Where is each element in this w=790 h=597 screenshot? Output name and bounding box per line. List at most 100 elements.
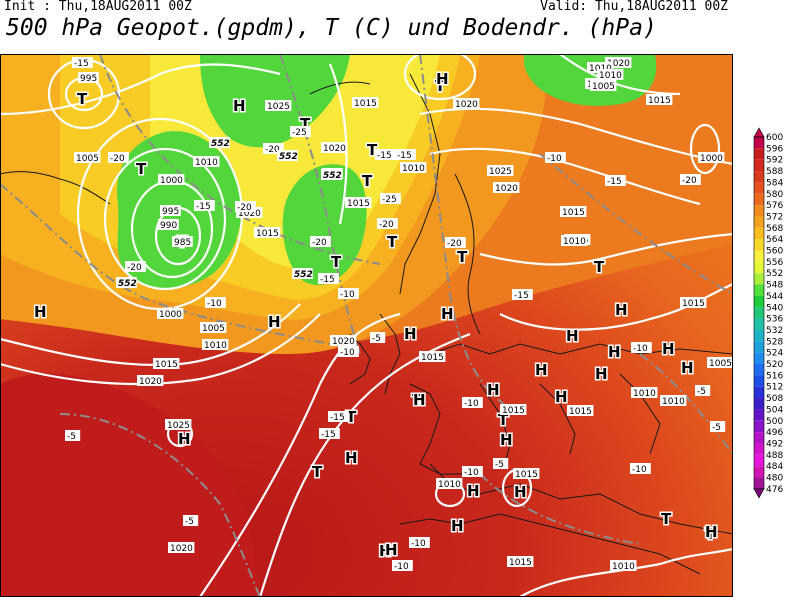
colorbar-label: 600 — [766, 133, 783, 143]
temperature-label: -5 — [710, 421, 726, 433]
svg-text:-20: -20 — [127, 263, 142, 273]
svg-text:-15: -15 — [321, 430, 336, 440]
svg-text:-5: -5 — [712, 423, 721, 433]
high-pressure-marker: H — [404, 325, 417, 343]
colorbar-swatch — [754, 375, 764, 387]
colorbar-label: 564 — [766, 235, 783, 245]
colorbar-label: 540 — [766, 303, 783, 313]
colorbar-label: 576 — [766, 201, 783, 211]
colorbar-label: 572 — [766, 212, 783, 222]
colorbar-swatch — [754, 341, 764, 353]
svg-text:-10: -10 — [207, 299, 222, 309]
isobar-label: 1020 — [330, 335, 357, 347]
svg-text:1000: 1000 — [160, 176, 183, 186]
colorbar-label: 552 — [766, 269, 783, 279]
colorbar-swatch — [754, 250, 764, 262]
temperature-label: -20 — [263, 143, 284, 155]
svg-text:-5: -5 — [67, 432, 76, 442]
isobar-label: 1010 — [561, 235, 588, 247]
svg-text:1015: 1015 — [421, 353, 444, 363]
colorbar-swatch — [754, 171, 764, 183]
temperature-label: -10 — [205, 297, 226, 309]
colorbar-swatch — [754, 432, 764, 444]
high-pressure-marker: H — [705, 523, 718, 541]
isobar-label: 1000 — [157, 308, 184, 320]
temperature-label: -5 — [65, 430, 81, 442]
isobar-label: 1010 — [631, 387, 658, 399]
temperature-label: -15 — [194, 200, 215, 212]
svg-text:-15: -15 — [330, 413, 345, 423]
svg-text:-5: -5 — [697, 387, 706, 397]
temperature-label: -10 — [630, 463, 651, 475]
isobar-label: 1015 — [419, 351, 446, 363]
colorbar-swatch — [754, 329, 764, 342]
svg-text:1015: 1015 — [562, 208, 585, 218]
colorbar-swatch — [754, 364, 764, 376]
colorbar-swatch — [754, 443, 764, 455]
high-pressure-marker: H — [379, 542, 392, 560]
svg-text:-10: -10 — [464, 468, 479, 478]
svg-text:-15: -15 — [514, 291, 529, 301]
svg-text:1000: 1000 — [159, 310, 182, 320]
low-pressure-marker: T — [77, 90, 88, 108]
chart-title: 500 hPa Geopot.(gpdm), T (C) und Bodendr… — [6, 15, 657, 41]
isobar-label: 1025 — [265, 100, 292, 112]
colorbar-label: 496 — [766, 428, 783, 438]
colorbar-label: 556 — [766, 258, 783, 268]
isobar-label: 1020 — [453, 98, 480, 110]
colorbar-swatch — [754, 273, 764, 285]
high-pressure-marker: H — [662, 340, 675, 358]
isobar-label: 1010 — [660, 395, 687, 407]
svg-text:1015: 1015 — [347, 199, 370, 209]
svg-text:-20: -20 — [265, 145, 280, 155]
temperature-label: -5 — [183, 515, 199, 527]
isobar-label: 990 — [158, 219, 179, 231]
svg-text:1020: 1020 — [323, 144, 346, 154]
high-pressure-marker: H — [500, 431, 513, 449]
temperature-label: -20 — [680, 174, 701, 186]
temperature-label: -15 — [328, 411, 349, 423]
colorbar-label: 584 — [766, 178, 783, 188]
geopotential-label: 552 — [116, 277, 137, 289]
isobar-label: 1020 — [236, 207, 263, 219]
high-pressure-marker: H — [345, 449, 358, 467]
temperature-label: -10 — [462, 397, 483, 409]
low-pressure-marker: T — [661, 510, 672, 528]
svg-text:1005: 1005 — [709, 359, 732, 369]
svg-text:-10: -10 — [411, 539, 426, 549]
svg-text:1010: 1010 — [195, 158, 218, 168]
colorbar-label: 568 — [766, 224, 783, 234]
colorbar-label: 524 — [766, 349, 783, 359]
low-pressure-marker: T — [362, 172, 373, 190]
isobar-label: 1015 — [513, 468, 540, 480]
high-pressure-marker: H — [681, 359, 694, 377]
svg-text:552: 552 — [294, 270, 313, 280]
isobar-label: 1010 — [610, 560, 637, 572]
svg-text:552: 552 — [118, 279, 137, 289]
svg-text:1000: 1000 — [700, 154, 723, 164]
temperature-label: -10 — [631, 342, 652, 354]
isobar-label: 1015 — [567, 405, 594, 417]
isobar-label: 1015 — [560, 206, 587, 218]
temperature-label: -5 — [695, 385, 711, 397]
coastlines — [0, 73, 733, 575]
geopotential-label: 552 — [292, 268, 313, 280]
svg-text:1015: 1015 — [682, 299, 705, 309]
colorbar-swatch — [754, 454, 764, 467]
colorbar-label: 508 — [766, 394, 783, 404]
colorbar-swatch — [754, 182, 764, 194]
svg-text:1010: 1010 — [599, 71, 622, 81]
svg-text:1010: 1010 — [402, 164, 425, 174]
high-pressure-marker: H — [436, 70, 449, 88]
temperature-label: -15 — [512, 289, 533, 301]
colorbar-label: 588 — [766, 167, 783, 177]
colorbar-label: 520 — [766, 360, 783, 370]
colorbar-swatch — [754, 205, 764, 217]
isobar-label: 1010 — [400, 162, 427, 174]
low-pressure-marker: T — [594, 258, 605, 276]
svg-text:-10: -10 — [340, 290, 355, 300]
svg-text:1015: 1015 — [256, 229, 279, 239]
svg-text:-20: -20 — [379, 220, 394, 230]
svg-text:-15: -15 — [377, 151, 392, 161]
